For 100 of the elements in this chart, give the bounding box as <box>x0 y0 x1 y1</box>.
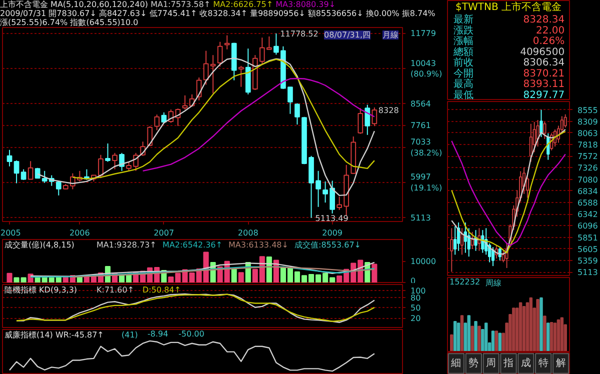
chart-title: 威廉指標(14) WR:-45.87↑ <box>4 330 104 340</box>
bar <box>6 272 12 282</box>
bar <box>560 317 564 352</box>
bar <box>518 302 522 352</box>
text: 22.00 <box>536 25 565 36</box>
bar <box>474 320 478 352</box>
bar <box>546 322 550 352</box>
y-tick-label: 5851 <box>578 233 598 242</box>
text: -8.94 <box>148 330 168 338</box>
text: 最低 <box>454 90 474 101</box>
text: $TWTNB 上市不含電金 <box>456 1 562 13</box>
text: 最新 <box>454 14 474 26</box>
x-tick-label: 2009 <box>322 228 343 238</box>
text: 漲幅 <box>454 35 474 47</box>
chart-title: 成交量(億)(4,8,15) <box>4 240 74 250</box>
y-tick-label: 7572 <box>578 152 598 162</box>
x-tick-label: 2006 <box>70 228 90 238</box>
text: 前收 <box>454 56 474 68</box>
y-tick-label: 8309 <box>578 117 598 126</box>
candlestick <box>294 102 300 126</box>
bar <box>372 264 378 282</box>
text: 細 <box>450 358 462 369</box>
bar <box>450 334 454 352</box>
bar <box>238 272 244 282</box>
y-tick-label: 6342 <box>578 210 598 220</box>
bar <box>498 332 502 352</box>
candlestick <box>154 114 160 131</box>
line-series <box>30 262 376 277</box>
candlestick <box>364 104 370 136</box>
y-tick-label: 7080 <box>578 175 598 184</box>
text: MA3:8080.39↓ <box>276 0 336 9</box>
y-tick-label: 7761 <box>410 121 431 130</box>
text: MA2:6542.36↑ <box>162 240 222 250</box>
annotation: 5113.49 <box>315 214 348 223</box>
candlestick <box>478 228 481 252</box>
x-tick-label: 2008 <box>238 228 258 238</box>
annotation: 11778.52 <box>280 29 318 38</box>
text: 8297.77 <box>523 90 565 101</box>
candlestick <box>14 160 20 184</box>
bar <box>529 297 533 352</box>
chart-title: 上市不含電金 MA(5,10,20,60,120,240) <box>0 0 148 9</box>
bar <box>491 330 495 352</box>
candlestick <box>543 121 546 140</box>
bar <box>556 319 560 352</box>
candlestick <box>56 180 62 196</box>
y-tick-label: 7326 <box>578 164 598 173</box>
text: 152232 <box>450 278 480 286</box>
text: -50.00 <box>178 330 204 338</box>
annotation: 月線 <box>382 30 398 40</box>
bar <box>512 308 516 352</box>
y-tick-label: 100 <box>410 286 426 296</box>
text: (41) <box>122 330 138 340</box>
y-tick-label: 8564 <box>410 99 431 108</box>
y-tick-label: 50 <box>410 304 421 313</box>
candlestick <box>470 231 474 250</box>
y-tick-label: 7818 <box>578 140 598 150</box>
bar <box>470 326 474 352</box>
annotation: 成交值:8553.67↓ <box>294 240 361 250</box>
bar <box>536 298 540 352</box>
bar <box>231 268 237 282</box>
series-label: K:71.60↑ <box>96 286 134 294</box>
y-tick-label: 11779 <box>410 28 436 38</box>
text: MA2:6626.75↑ <box>213 0 274 9</box>
bar <box>540 297 543 352</box>
candlestick <box>28 160 34 180</box>
y-tick-label: 5359 <box>578 256 598 266</box>
bar <box>543 316 546 352</box>
text: 0.26% <box>532 36 565 47</box>
y-tick-label: 6834 <box>578 186 598 196</box>
y-tick-label: 5113 <box>578 268 598 278</box>
bar <box>478 326 481 352</box>
candlestick <box>238 65 244 88</box>
text: MA1:9328.73↑ <box>96 240 156 250</box>
y-tick-label: 5997 (19.1%) <box>410 172 442 193</box>
chart-subtitle: 2009/07/31 開7830.67↓ 高8427.63↓ 低7745.41↑ 收8328.34↑ 量98890956↓ 額85536656↓ 換0.00% 振8.74% 漲(525.55)6.74% 指數(645.55)10.0 <box>0 9 436 27</box>
candlestick <box>105 142 110 162</box>
candlestick <box>182 94 188 110</box>
text: 周線 <box>486 278 502 288</box>
bar <box>453 320 457 352</box>
text: 勢 <box>468 357 479 369</box>
y-tick-label: 6588 <box>578 198 598 208</box>
text: 總額 <box>452 46 474 58</box>
candlestick <box>564 114 567 128</box>
candlestick <box>358 108 364 134</box>
candlestick <box>450 228 454 272</box>
text: 8328.34 <box>523 14 565 26</box>
bar <box>460 315 464 352</box>
annotation: 8328 <box>378 106 399 116</box>
annotation: 08/07/31,四 <box>324 30 371 40</box>
y-tick-label: 80 <box>410 293 421 302</box>
bar <box>494 330 498 352</box>
x-tick-label: 2007 <box>154 228 174 238</box>
text: 今開 <box>454 67 474 80</box>
bar <box>550 322 554 352</box>
text: 周 <box>486 358 496 369</box>
bar <box>484 322 488 352</box>
candlestick <box>203 50 209 86</box>
y-tick-label: 5113 <box>410 213 431 222</box>
y-tick-label: 20 <box>410 314 421 324</box>
y-tick-label: 7033 (38.2%) <box>410 138 442 158</box>
